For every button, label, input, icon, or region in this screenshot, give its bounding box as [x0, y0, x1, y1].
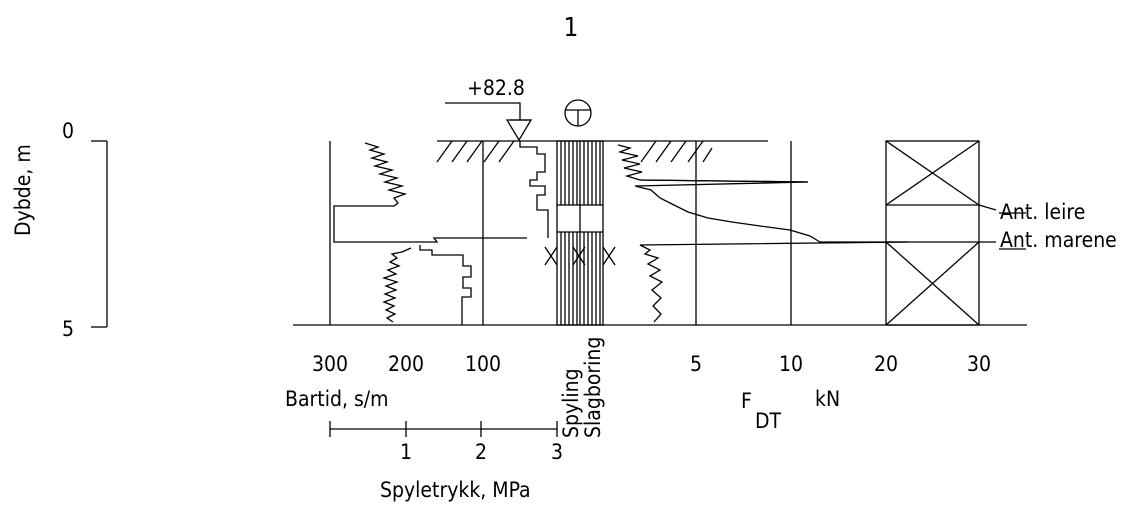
bartid-axis-label: Bartid, s/m: [285, 387, 389, 411]
slagboring-label: Slagboring: [581, 337, 605, 438]
force-label-unit: kN: [815, 387, 840, 411]
spyletrykk-axis-label: Spyletrykk, MPa: [380, 478, 531, 502]
spyling-label: Spyling: [559, 368, 583, 438]
force-curve: [617, 144, 909, 323]
elevation-marker: [445, 102, 533, 142]
borehole-symbol-icon: [564, 99, 592, 127]
layer-label-marene: Ant. marene: [1000, 228, 1117, 252]
force-tick-20: 20: [874, 352, 898, 376]
bartid-curve: [333, 142, 527, 323]
figure-number: 1: [564, 13, 579, 43]
bartid-curve-secondary: [419, 245, 472, 325]
depth-axis-label: Dybde, m: [11, 144, 35, 236]
spyletrykk-tick-2: 2: [475, 440, 487, 464]
spyletrykk-tick-3: 3: [551, 440, 563, 464]
force-tick-30: 30: [967, 352, 991, 376]
spyling-slagboring-columns: [544, 140, 616, 326]
layer-boxes: [885, 140, 980, 326]
terrain-hatch: [436, 140, 713, 163]
layer-leader-leire: [978, 204, 997, 211]
bartid-tick-300: 300: [312, 352, 348, 376]
spyletrykk-curve: [519, 141, 549, 238]
bartid-tick-200: 200: [388, 352, 424, 376]
force-label-sub: DT: [755, 409, 782, 433]
depth-tick-label-0: 0: [62, 119, 74, 143]
force-spike-shallow: [639, 179, 809, 183]
depth-tick-label-5: 5: [62, 317, 74, 341]
spyletrykk-tick-1: 1: [400, 440, 412, 464]
force-tick-5: 5: [690, 352, 702, 376]
layer-label-leire: Ant. leire: [1000, 200, 1085, 224]
force-tick-10: 10: [779, 352, 803, 376]
spyletrykk-axis: [329, 421, 558, 437]
force-label-main: F: [741, 389, 752, 413]
elevation-label: +82.8: [467, 76, 525, 100]
bartid-tick-100: 100: [465, 352, 501, 376]
